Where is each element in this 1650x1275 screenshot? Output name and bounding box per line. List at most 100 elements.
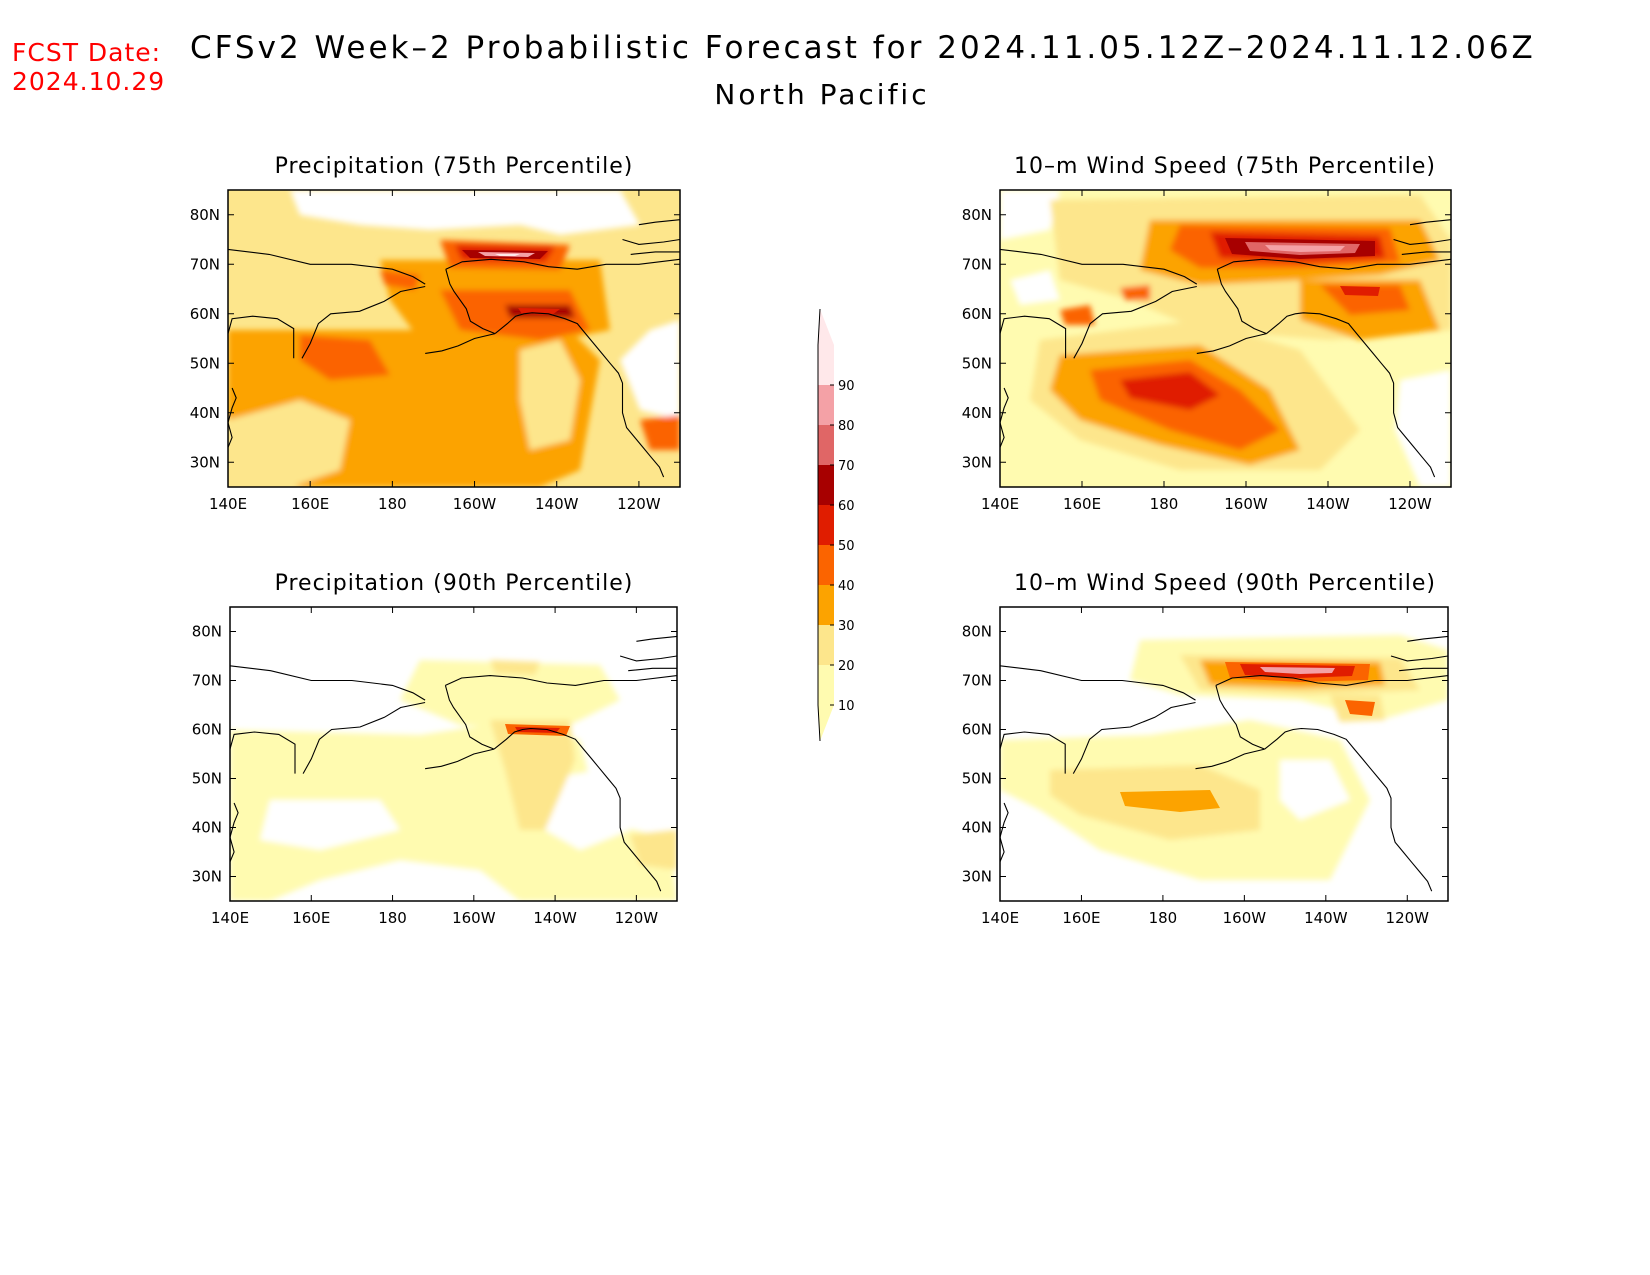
- coastline: [628, 667, 677, 672]
- colorbar-swatch: [818, 345, 834, 385]
- lon-tick-label: 120W: [1388, 495, 1432, 513]
- coastline: [619, 655, 677, 662]
- map-frame-wind-90: [999, 606, 1449, 902]
- colorbar-swatch: [818, 385, 834, 425]
- lon-tick-label: 160W: [452, 909, 496, 927]
- lat-tick-label: 80N: [190, 206, 220, 224]
- coastline: [444, 685, 495, 750]
- coastline-panel-1: [228, 219, 680, 478]
- lat-tick-label: 30N: [962, 453, 992, 471]
- panel-title-precip-75: Precipitation (75th Percentile): [275, 154, 634, 179]
- coastline: [636, 635, 677, 642]
- lat-tick-label: 40N: [962, 819, 992, 837]
- lat-tick-label: 50N: [192, 770, 222, 788]
- lon-tick-label: 140E: [981, 909, 1019, 927]
- panel-title-precip-90: Precipitation (90th Percentile): [275, 571, 634, 596]
- axis-panel-2: 140E 160E 180 160W 140W 120W 80N 70N 60N 50N 40N 30…: [962, 190, 1451, 513]
- lon-tick-label: 140E: [981, 495, 1019, 513]
- lat-tick-label: 40N: [190, 404, 220, 422]
- colorbar-label: 70: [838, 459, 855, 474]
- coastline: [425, 748, 495, 770]
- coastline: [1264, 727, 1433, 892]
- region-title: North Pacific: [0, 78, 1650, 111]
- coastline: [230, 731, 296, 774]
- region-title-text: North Pacific: [714, 78, 930, 111]
- lon-tick-label: 180: [378, 909, 407, 927]
- lat-tick-label: 70N: [962, 672, 992, 690]
- coastline: [1390, 655, 1448, 662]
- lon-tick-label: 180: [378, 495, 407, 513]
- map-precip-90: [230, 607, 677, 901]
- coastline: [1000, 315, 1067, 359]
- colorbar-label: 50: [838, 539, 855, 554]
- coastline: [1000, 387, 1009, 448]
- lat-tick-label: 60N: [962, 721, 992, 739]
- coastline: [1196, 333, 1267, 354]
- lat-tick-label: 60N: [192, 721, 222, 739]
- coastline: [302, 701, 426, 774]
- lat-tick-label: 60N: [962, 305, 992, 323]
- colorbar-swatch: [818, 625, 834, 665]
- coastline: [1401, 251, 1451, 255]
- lon-tick-label: 180: [1150, 495, 1179, 513]
- main-title: CFSv2 Week–2 Probabilistic Forecast for …: [190, 30, 1536, 66]
- coastline: [445, 258, 680, 270]
- axis-panel-3: 140E 160E 180 160W 140W 120W 80N 70N 60N 50N 40N 30…: [192, 607, 677, 927]
- coastline: [1399, 667, 1448, 672]
- coastline: [1195, 748, 1265, 770]
- coastline: [1266, 312, 1436, 478]
- lon-tick-label: 140W: [535, 495, 579, 513]
- colorbar-lower-cap: [818, 705, 834, 741]
- lat-tick-label: 30N: [962, 868, 992, 886]
- forecast-date-block: FCST Date: 2024.10.29: [12, 38, 165, 96]
- coastline-panel-3: [230, 635, 677, 892]
- lat-tick-label: 80N: [962, 623, 992, 641]
- coastline: [228, 387, 237, 448]
- colorbar-swatch: [818, 465, 834, 505]
- lon-tick-label: 140E: [211, 909, 249, 927]
- coastline-panel-2: [1000, 219, 1451, 478]
- coastline: [1393, 238, 1451, 245]
- coastline: [494, 312, 665, 478]
- coastline: [1072, 701, 1196, 774]
- lat-tick-label: 50N: [190, 354, 220, 372]
- colorbar-label: 60: [838, 499, 855, 514]
- coastline: [622, 238, 680, 245]
- coastline: [638, 219, 680, 226]
- map-axes: 140E 160E 180 160W 140W 120W 80N 70N 60N 50N 40N 30…: [190, 190, 1451, 927]
- coastlines: [228, 219, 1451, 892]
- map-wind-75: [1000, 190, 1451, 487]
- lat-tick-label: 80N: [192, 623, 222, 641]
- coastline: [1216, 269, 1267, 335]
- coastline: [1407, 635, 1448, 642]
- coastline: [1409, 219, 1451, 226]
- colorbar-upper-cap: [818, 309, 834, 345]
- coastline: [1215, 675, 1448, 686]
- lon-tick-label: 160E: [1062, 909, 1100, 927]
- panel-title-wind-90: 10–m Wind Speed (90th Percentile): [1014, 571, 1436, 596]
- coastline: [445, 675, 677, 686]
- coastline: [1217, 258, 1451, 270]
- lat-tick-label: 70N: [192, 672, 222, 690]
- lat-tick-label: 60N: [190, 305, 220, 323]
- lat-tick-label: 80N: [962, 206, 992, 224]
- colorbar-label: 90: [838, 379, 855, 394]
- lon-tick-label: 160W: [1223, 909, 1267, 927]
- coastline: [445, 269, 496, 335]
- map-wind-90: [1000, 607, 1448, 901]
- coastline: [630, 251, 680, 255]
- coastline: [1000, 248, 1198, 285]
- colorbar-label: 40: [838, 579, 855, 594]
- lat-tick-label: 40N: [192, 819, 222, 837]
- lat-tick-label: 70N: [190, 255, 220, 273]
- axis-panel-1: 140E 160E 180 160W 140W 120W 80N 70N 60N 50N 40N 30…: [190, 190, 680, 513]
- lat-tick-label: 30N: [192, 868, 222, 886]
- coastline: [1215, 685, 1265, 750]
- lon-tick-label: 180: [1149, 909, 1178, 927]
- coastline: [228, 315, 295, 359]
- coastline-panel-4: [1000, 635, 1448, 892]
- colorbar-label: 80: [838, 419, 855, 434]
- coastline: [1000, 665, 1196, 701]
- fcst-date-value: 2024.10.29: [12, 67, 166, 96]
